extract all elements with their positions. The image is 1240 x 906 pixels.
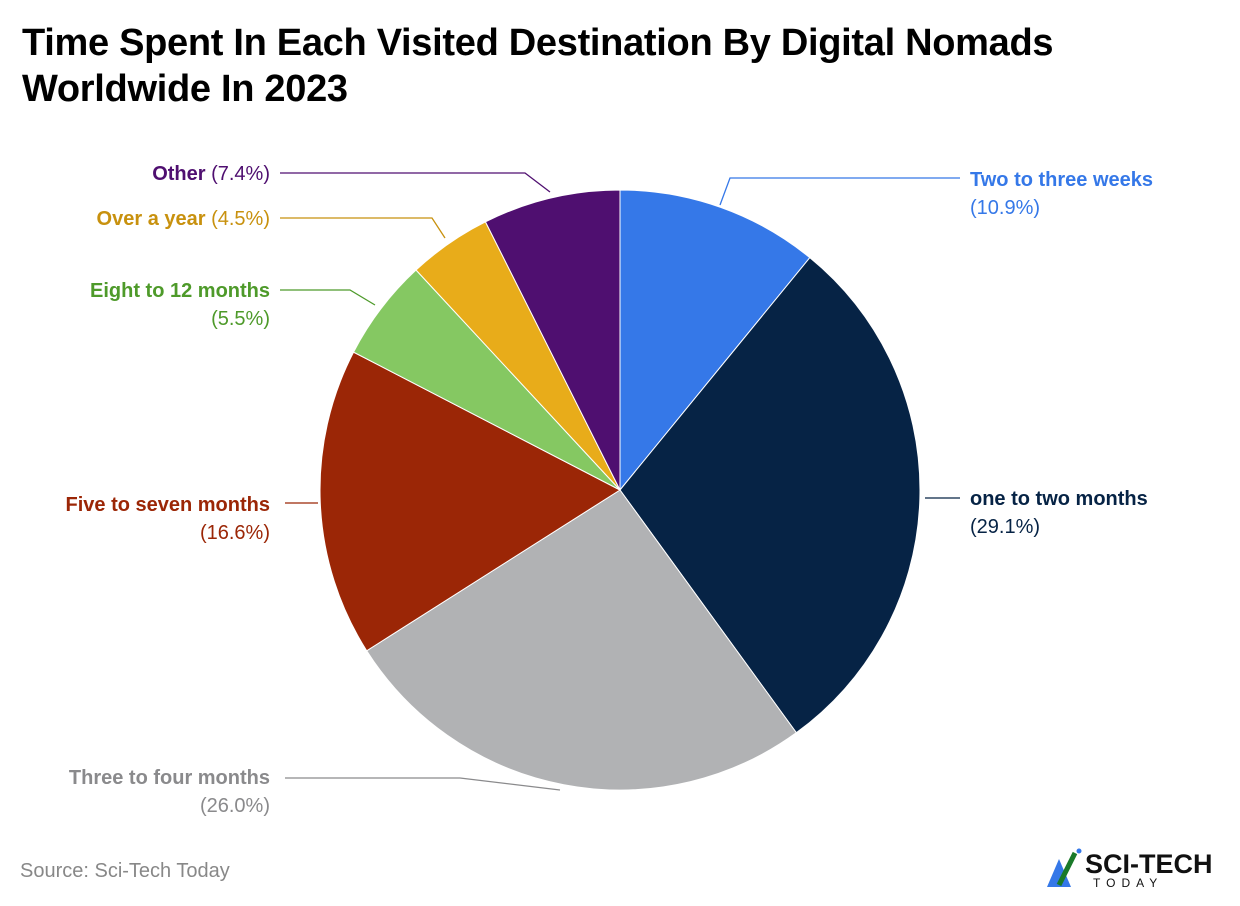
svg-text:TODAY: TODAY	[1093, 876, 1163, 890]
source-note: Source: Sci-Tech Today	[20, 860, 230, 882]
slice-label-value: (16.6%)	[199, 522, 270, 544]
pie-slice-3	[319, 351, 622, 652]
slice-label: Eight to 12 months (5.5%)	[90, 277, 270, 333]
chart-title: Time Spent In Each Visited Destination B…	[22, 22, 1054, 110]
slice-label-value: (10.9%)	[970, 197, 1041, 219]
pie-slice-6	[484, 189, 621, 491]
slice-label-value: (26.0%)	[199, 795, 270, 817]
slice-label-name: Five to seven months	[65, 494, 271, 516]
slice-label: Five to seven months (16.6%)	[66, 491, 271, 547]
slice-label-value: (29.1%)	[970, 516, 1041, 538]
sci-tech-logo: SCI-TECH TODAY	[1047, 848, 1213, 890]
pie-slice-1	[619, 256, 921, 734]
slice-label: Over a year (4.5%)	[97, 205, 270, 233]
slice-label-value: (7.4%)	[211, 163, 270, 185]
slice-label-name: Eight to 12 months	[90, 280, 270, 302]
pie-slice-2	[366, 489, 798, 791]
slice-label-name: Over a year	[96, 208, 206, 230]
slice-label: Two to three weeks (10.9%)	[970, 166, 1153, 222]
leader-line-5	[280, 217, 446, 239]
slice-label: Other (7.4%)	[152, 160, 270, 188]
slice-label-name: Two to three weeks	[970, 169, 1154, 191]
slice-label-name: Other	[152, 163, 206, 185]
pie-slice-0	[619, 189, 811, 492]
slice-label-name: one to two months	[970, 488, 1148, 510]
leader-line-2	[285, 777, 561, 791]
slice-label: one to two months (29.1%)	[970, 485, 1148, 541]
slice-label-value: (4.5%)	[211, 208, 270, 230]
leader-line-6	[280, 172, 551, 193]
slice-label-name: Three to four months	[68, 767, 270, 789]
slice-label-value: (5.5%)	[211, 308, 270, 330]
slice-label: Three to four months (26.0%)	[69, 764, 270, 820]
svg-text:SCI-TECH: SCI-TECH	[1085, 849, 1213, 879]
leader-line-4	[280, 289, 376, 306]
leader-line-0	[719, 177, 960, 206]
